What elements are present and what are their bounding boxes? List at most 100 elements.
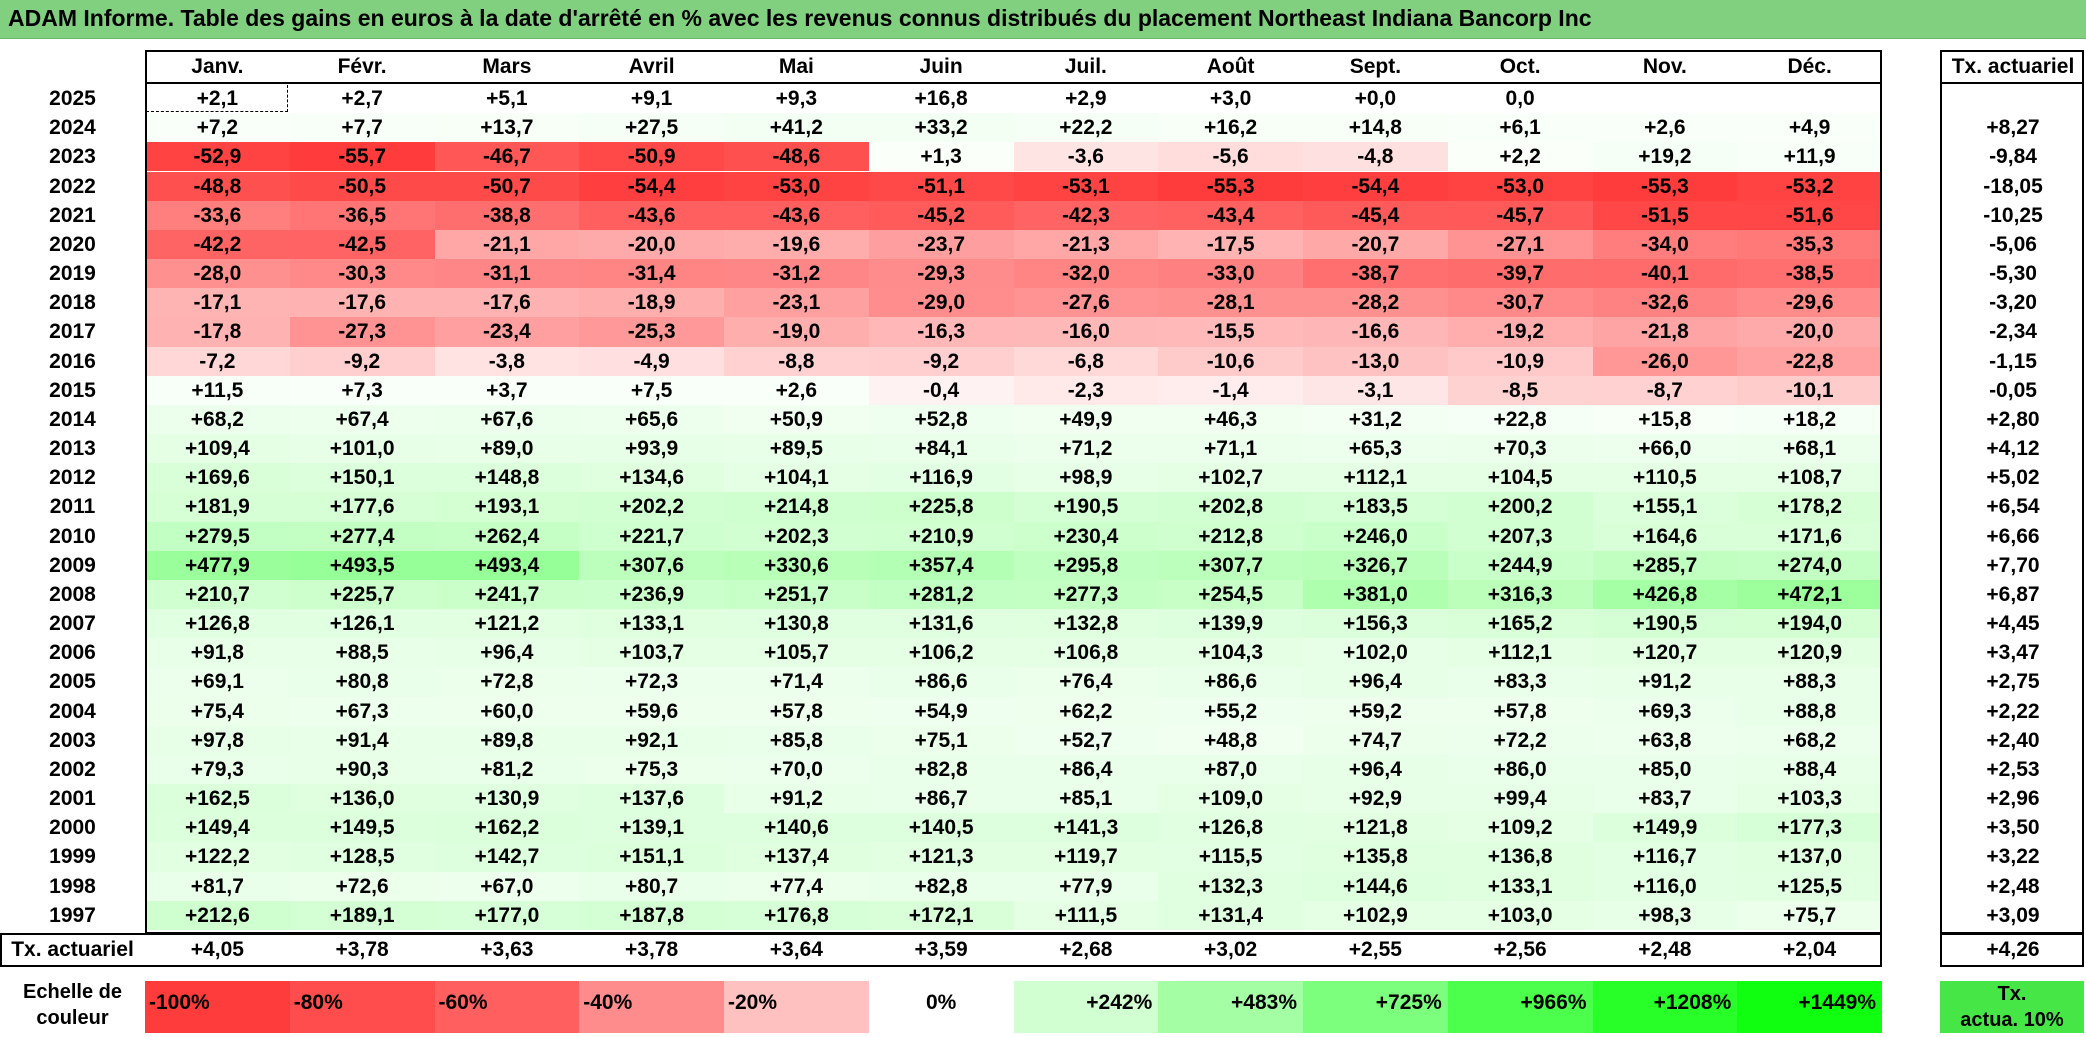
table-cell: +109,0 <box>1158 784 1303 814</box>
year-label: 2018 <box>49 291 96 315</box>
table-cell: -29,6 <box>1737 288 1882 318</box>
table-cell: +190,5 <box>1592 609 1738 639</box>
table-cell: +72,3 <box>579 667 724 697</box>
table-cell: +31,2 <box>1303 404 1448 435</box>
table-cell: -52,9 <box>145 142 290 172</box>
table-cell: +102,7 <box>1158 463 1303 493</box>
title-bar: ADAM Informe. Table des gains en euros à… <box>0 0 2086 39</box>
table-cell: +132,3 <box>1158 871 1303 901</box>
table-cell: +52,7 <box>1013 725 1159 755</box>
table-cell: +88,3 <box>1737 667 1882 697</box>
table-cell: +5,1 <box>434 84 580 114</box>
table-cell: -42,5 <box>289 229 435 259</box>
table-cell: +82,8 <box>868 871 1014 901</box>
table-cell: +116,0 <box>1592 871 1738 901</box>
table-cell: +65,3 <box>1303 434 1448 464</box>
year-label: 2005 <box>49 670 96 694</box>
rate-cell: +3,09 <box>1986 903 2040 927</box>
table-cell: +11,5 <box>145 375 290 405</box>
year-label: 2004 <box>49 699 96 723</box>
table-cell: +27,5 <box>579 113 724 143</box>
table-cell: +120,7 <box>1592 638 1738 668</box>
table-cell: -25,3 <box>579 317 724 347</box>
rate-cell: -1,15 <box>1989 349 2037 373</box>
table-cell: +102,0 <box>1303 638 1448 668</box>
table-cell: +49,9 <box>1013 404 1159 435</box>
table-cell: +76,4 <box>1013 667 1159 697</box>
table-cell: +112,1 <box>1303 463 1448 493</box>
table-cell: +106,8 <box>1013 638 1159 668</box>
table-cell: -55,3 <box>1158 171 1303 201</box>
table-cell: -23,1 <box>724 288 869 318</box>
table-cell: +150,1 <box>289 463 435 493</box>
table-cell: +134,6 <box>579 463 724 493</box>
table-cell: +136,8 <box>1447 842 1593 872</box>
table-cell: +7,7 <box>289 113 435 143</box>
table-cell: +307,7 <box>1158 550 1303 580</box>
rate-cell: +6,87 <box>1986 582 2040 606</box>
table-cell: -53,0 <box>724 171 869 201</box>
table-cell: -31,1 <box>434 259 580 289</box>
table-cell: +74,7 <box>1303 725 1448 755</box>
table-cell <box>1737 84 1882 114</box>
table-cell: +126,8 <box>1158 813 1303 843</box>
table-cell: +63,8 <box>1592 725 1738 755</box>
table-cell: +104,5 <box>1447 463 1593 493</box>
rate-cell: -2,34 <box>1989 320 2037 344</box>
table-cell: +16,8 <box>868 84 1014 114</box>
rate-cell: +8,27 <box>1986 116 2040 140</box>
table-cell: +11,9 <box>1737 142 1882 172</box>
table-cell: -1,4 <box>1158 375 1303 405</box>
table-cell: +277,3 <box>1013 579 1159 610</box>
rate-cell: -5,30 <box>1989 262 2037 286</box>
year-label: 2006 <box>49 641 96 665</box>
rate-cell: +4,45 <box>1986 612 2040 636</box>
legend-title-line2: couleur <box>36 1007 109 1029</box>
table-cell: +3,0 <box>1158 84 1303 114</box>
table-cell: +82,8 <box>868 754 1014 785</box>
table-cell: +177,6 <box>289 492 435 522</box>
table-cell: +221,7 <box>579 521 724 551</box>
table-cell: +241,7 <box>434 579 580 610</box>
table-cell: +236,9 <box>579 579 724 610</box>
table-cell: +230,4 <box>1013 521 1159 551</box>
rate-cell: -18,05 <box>1983 174 2043 198</box>
table-cell: +210,7 <box>145 579 290 610</box>
rate-cell: +2,40 <box>1986 728 2040 752</box>
table-cell: -21,3 <box>1013 229 1159 259</box>
table-cell: +22,8 <box>1447 404 1593 435</box>
table-cell: -38,5 <box>1737 259 1882 289</box>
table-cell: +277,4 <box>289 521 435 551</box>
table-cell: +357,4 <box>868 550 1014 580</box>
table-cell: +48,8 <box>1158 725 1303 755</box>
legend-title-line1: Echelle de <box>23 981 122 1003</box>
legend-rate-line2: actua. 10% <box>1960 1009 2064 1031</box>
year-label: 2007 <box>49 612 96 636</box>
table-cell: +60,0 <box>434 696 580 726</box>
table-cell: -36,5 <box>289 200 435 230</box>
table-cell: +68,1 <box>1737 434 1882 464</box>
rate-cell: +2,22 <box>1986 699 2040 723</box>
table-cell: +122,2 <box>145 842 290 872</box>
year-label: 2011 <box>49 495 96 519</box>
table-cell: +121,8 <box>1303 813 1448 843</box>
legend-swatch: 0% <box>868 981 1014 1033</box>
table-cell: +183,5 <box>1303 492 1448 522</box>
table-cell: +7,2 <box>145 113 290 143</box>
table-cell: +141,3 <box>1013 813 1159 843</box>
month-header: Nov. <box>1642 55 1687 78</box>
footer-cell: +2,48 <box>1638 938 1692 961</box>
table-cell: +285,7 <box>1592 550 1738 580</box>
table-cell: +86,0 <box>1447 754 1593 785</box>
rate-cell: -9,84 <box>1989 145 2037 169</box>
table-cell: -21,8 <box>1592 317 1738 347</box>
legend-rate-line1: Tx. <box>1997 983 2027 1005</box>
table-cell: +89,0 <box>434 434 580 464</box>
table-cell: -33,0 <box>1158 259 1303 289</box>
table-cell: -32,0 <box>1013 259 1159 289</box>
table-cell: +477,9 <box>145 550 290 580</box>
table-cell: +81,2 <box>434 754 580 785</box>
table-cell: +46,3 <box>1158 404 1303 435</box>
table-cell: -27,6 <box>1013 288 1159 318</box>
table-cell: -20,0 <box>1737 317 1882 347</box>
